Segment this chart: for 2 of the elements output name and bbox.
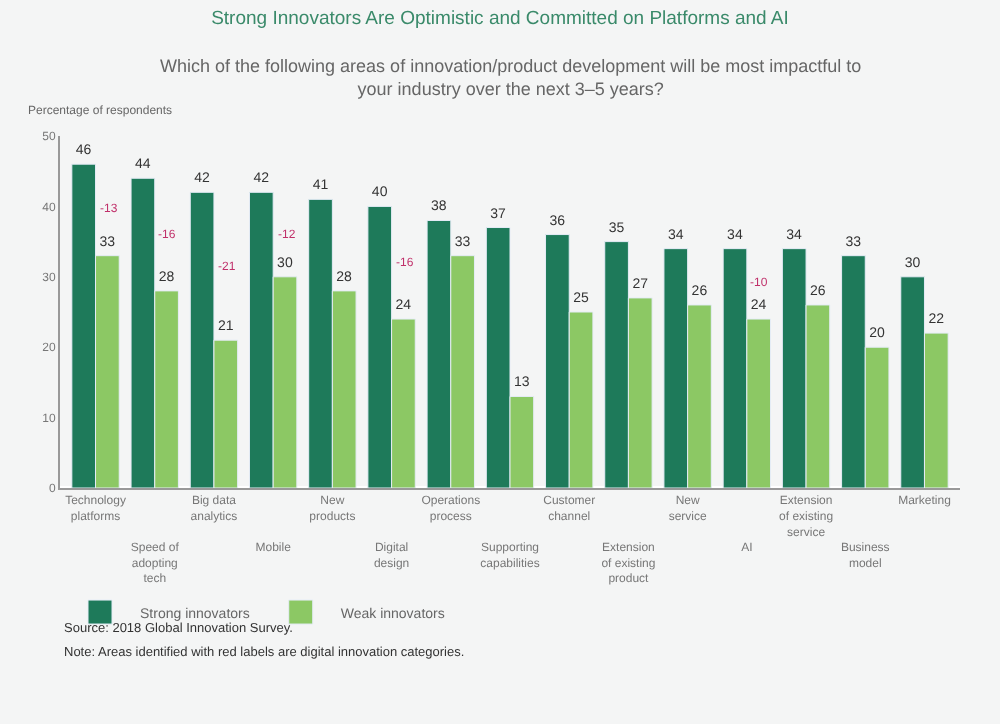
chart-subtitle: Which of the following areas of innovation/product development will be most impactful to your industry over the next 3–5 years? — [160, 56, 862, 100]
chart-title: Strong Innovators Are Optimistic and Committed on Platforms and AI — [211, 8, 789, 31]
